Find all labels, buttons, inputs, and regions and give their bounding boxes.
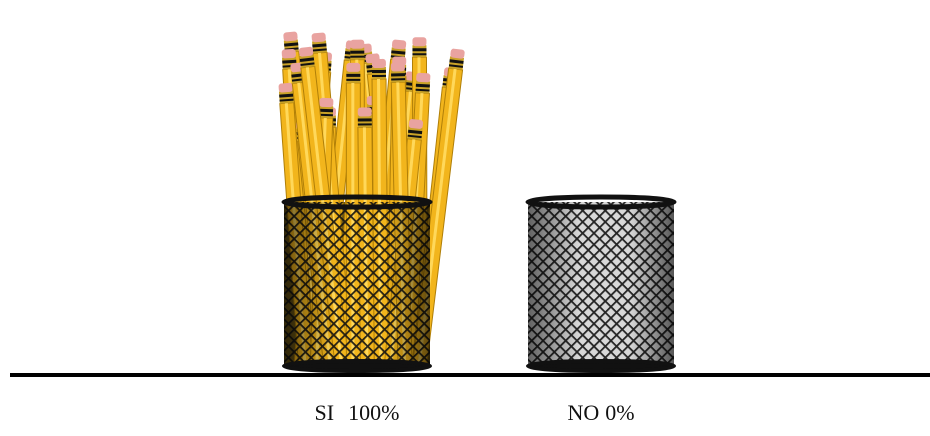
pencil-band (346, 73, 361, 77)
pencil-eraser (371, 58, 386, 68)
pencil-eraser (350, 39, 365, 49)
pencil-eraser (450, 48, 465, 59)
pencil-eraser (391, 39, 407, 50)
pencil-band (357, 118, 372, 122)
pencil-band (407, 134, 422, 139)
cup (278, 31, 465, 373)
pencil-eraser (408, 119, 424, 129)
pencil-band (415, 88, 430, 92)
baseline (10, 373, 930, 377)
pencil-eraser (357, 107, 372, 117)
pencil-band (371, 74, 387, 78)
pencil-band (279, 98, 294, 102)
pencil-eraser (346, 62, 361, 72)
pencil-eraser (319, 97, 334, 108)
pencil-band (284, 42, 299, 47)
pencil-eraser (412, 37, 427, 47)
pencil-band (412, 48, 427, 52)
cup-base (282, 359, 432, 373)
pencil-band (449, 59, 464, 64)
value-label: 100% (348, 400, 399, 425)
pencil-band (282, 59, 297, 64)
pencil-band (448, 64, 464, 68)
pencil-band (391, 50, 406, 55)
pencil-band (279, 93, 294, 98)
pencil-band (391, 73, 406, 77)
category-name: NO (567, 400, 599, 425)
pencil-band (312, 43, 327, 48)
cup (525, 194, 677, 373)
cup-base (526, 359, 676, 373)
category-label: NO 0% (567, 400, 634, 425)
pencil-band (371, 69, 386, 74)
pencil-eraser (283, 31, 298, 42)
pencil-band (299, 57, 315, 62)
pencil-eraser (416, 72, 431, 83)
pencil-eraser (298, 46, 314, 57)
pencil-eraser (278, 82, 293, 93)
pencil-band (408, 129, 423, 135)
pencil-band (357, 123, 372, 126)
pencil-band (318, 113, 333, 117)
pencil-band (350, 50, 365, 54)
pencil-band (300, 62, 315, 66)
pencil-band (312, 48, 327, 52)
category-label: SI 100% (315, 400, 400, 425)
cup-shade (284, 202, 430, 366)
pencil-eraser (390, 62, 405, 72)
pencil-band (412, 53, 427, 56)
value-label: 0% (605, 400, 634, 425)
pencil-band (318, 108, 334, 113)
pencil-eraser (281, 48, 296, 59)
cup-rim (281, 194, 433, 210)
pencil-band (350, 55, 365, 58)
category-name: SI (315, 400, 335, 425)
pencil-eraser (311, 32, 326, 43)
pencil-band (346, 78, 361, 81)
cup-rim (525, 194, 677, 210)
cups (278, 31, 677, 373)
pencil-band (415, 83, 430, 88)
pencil-band (391, 78, 406, 81)
cup-shade (528, 202, 674, 366)
